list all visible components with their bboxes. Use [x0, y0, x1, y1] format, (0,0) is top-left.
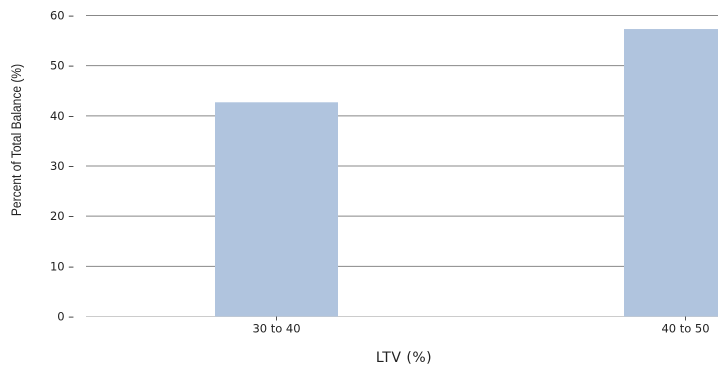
- x-tick-labels: 30 to 40 40 to 50: [252, 316, 710, 336]
- bar-30-to-40: [215, 102, 338, 317]
- gridlines: [86, 15, 718, 317]
- y-tick-label: 20 –: [50, 209, 74, 223]
- bar-40-to-50: [624, 29, 718, 317]
- y-tick-label: 30 –: [50, 159, 74, 173]
- y-tick-label: 50 –: [50, 59, 74, 73]
- y-tick-label: 10 –: [50, 259, 74, 273]
- x-tick-label: 40 to 50: [661, 322, 709, 336]
- bars: [215, 29, 718, 317]
- y-tick-labels: 0 – 10 – 20 – 30 – 40 – 50 – 60 –: [50, 9, 74, 324]
- y-tick-label: 60 –: [50, 9, 74, 23]
- x-tick-label: 30 to 40: [252, 322, 300, 336]
- y-tick-label: 0 –: [57, 310, 74, 324]
- y-tick-label: 40 –: [50, 109, 74, 123]
- y-axis-title: Percent of Total Balance (%): [8, 64, 24, 216]
- x-axis-title: LTV (%): [376, 350, 432, 366]
